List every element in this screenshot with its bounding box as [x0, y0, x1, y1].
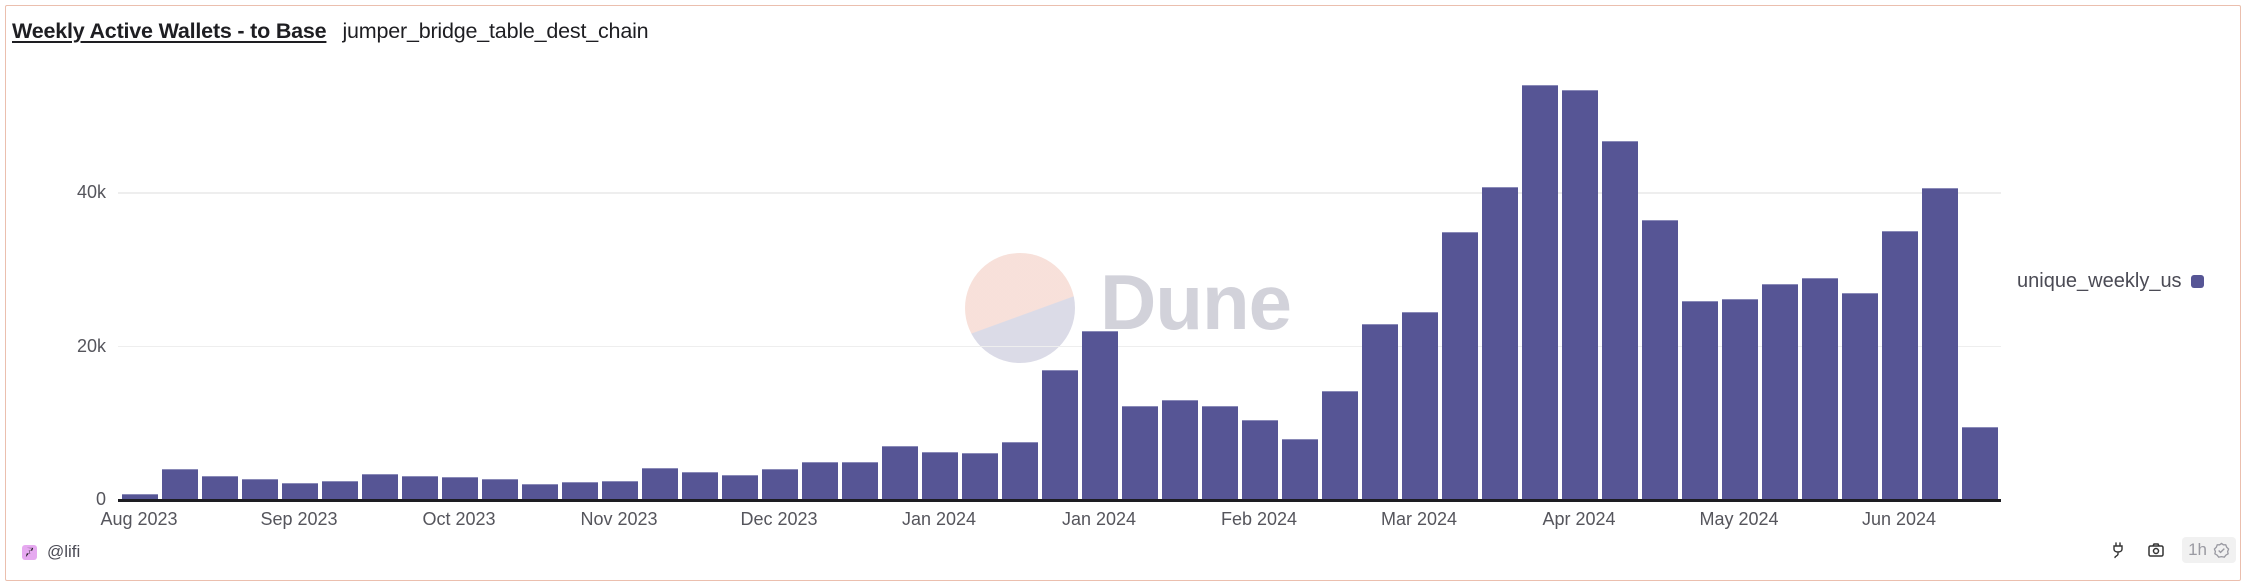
- y-axis-tick-label: 20k: [76, 335, 106, 356]
- bar[interactable]: [322, 480, 358, 500]
- bar[interactable]: [1322, 391, 1358, 500]
- bar[interactable]: [1042, 369, 1078, 500]
- x-axis-line: [118, 499, 2001, 502]
- bar[interactable]: [362, 473, 398, 500]
- bar[interactable]: [162, 469, 198, 500]
- query-name: jumper_bridge_table_dest_chain: [342, 19, 649, 43]
- x-axis-tick-label: Jun 2024: [1861, 509, 1937, 529]
- gridline: [118, 192, 2001, 194]
- gridline: [118, 345, 2001, 348]
- refresh-interval: 1h: [2188, 540, 2207, 559]
- chart-title-link[interactable]: Weekly Active Wallets - to Base: [12, 19, 327, 43]
- camera-icon[interactable]: [2144, 538, 2168, 562]
- x-axis-tick-label: Nov 2023: [580, 509, 658, 529]
- bar[interactable]: [1362, 324, 1398, 500]
- bar[interactable]: [242, 478, 278, 500]
- bar[interactable]: [602, 480, 638, 500]
- bar[interactable]: [962, 453, 998, 500]
- x-axis-tick-label: May 2024: [1699, 509, 1779, 529]
- owner-handle[interactable]: @lifi: [47, 542, 81, 561]
- bar[interactable]: [1682, 301, 1718, 500]
- bar[interactable]: [282, 483, 318, 500]
- bar[interactable]: [642, 467, 678, 500]
- x-axis-tick-label: Mar 2024: [1380, 509, 1458, 529]
- legend[interactable]: unique_weekly_us: [2017, 270, 2204, 293]
- bar[interactable]: [1522, 84, 1558, 500]
- bar[interactable]: [522, 483, 558, 500]
- bar[interactable]: [882, 446, 918, 500]
- bar[interactable]: [1962, 427, 1998, 500]
- bar[interactable]: [1402, 312, 1438, 500]
- bar[interactable]: [1642, 220, 1678, 500]
- plug-icon[interactable]: [2106, 538, 2130, 562]
- bar[interactable]: [1762, 283, 1798, 500]
- bar[interactable]: [1922, 188, 1958, 500]
- x-axis-tick-label: Apr 2024: [1542, 509, 1616, 529]
- bar[interactable]: [842, 462, 878, 500]
- bar[interactable]: [122, 493, 158, 500]
- bar[interactable]: [1202, 405, 1238, 500]
- bar[interactable]: [1122, 406, 1158, 500]
- bar[interactable]: [1082, 330, 1118, 500]
- bar[interactable]: [1282, 439, 1318, 500]
- bar[interactable]: [1802, 278, 1838, 500]
- x-axis-tick-label: Feb 2024: [1220, 509, 1298, 529]
- bar[interactable]: [722, 474, 758, 500]
- bar[interactable]: [802, 462, 838, 500]
- bar[interactable]: [202, 476, 238, 500]
- check-badge-icon: [2213, 542, 2230, 558]
- bar[interactable]: [922, 452, 958, 500]
- bar[interactable]: [762, 468, 798, 500]
- x-axis-tick-label: Dec 2023: [740, 509, 818, 529]
- bar[interactable]: [562, 481, 598, 500]
- bar[interactable]: [1562, 89, 1598, 500]
- refresh-badge[interactable]: 1h: [2182, 537, 2236, 563]
- y-axis-tick-label: 40k: [76, 182, 106, 203]
- bar[interactable]: [1162, 399, 1198, 500]
- bar[interactable]: [442, 477, 478, 500]
- bar[interactable]: [1002, 441, 1038, 500]
- bar[interactable]: [1602, 140, 1638, 500]
- bar[interactable]: [1242, 419, 1278, 500]
- bar[interactable]: [1882, 230, 1918, 500]
- bar[interactable]: [482, 478, 518, 500]
- x-axis-tick-label: Aug 2023: [100, 509, 178, 529]
- bar[interactable]: [1442, 232, 1478, 500]
- x-axis-tick-label: Jan 2024: [1061, 509, 1137, 529]
- chart-actions: 1h: [2106, 537, 2236, 563]
- bar[interactable]: [402, 476, 438, 500]
- bar[interactable]: [682, 472, 718, 500]
- x-axis-tick-label: Sep 2023: [260, 509, 338, 529]
- x-axis-tick-label: Jan 2024: [901, 509, 977, 529]
- legend-swatch: [2190, 275, 2204, 288]
- y-axis-tick-label: 0: [95, 489, 106, 509]
- owner-info[interactable]: @lifi: [22, 542, 80, 562]
- lifi-logo-icon: [22, 544, 37, 560]
- legend-label[interactable]: unique_weekly_us: [2017, 270, 2182, 292]
- x-axis-tick-label: Oct 2023: [422, 509, 496, 529]
- bar[interactable]: [1482, 187, 1518, 500]
- bar[interactable]: [1722, 299, 1758, 500]
- chart-header: Weekly Active Wallets - to Base jumper_b…: [12, 19, 649, 44]
- bar[interactable]: [1842, 293, 1878, 500]
